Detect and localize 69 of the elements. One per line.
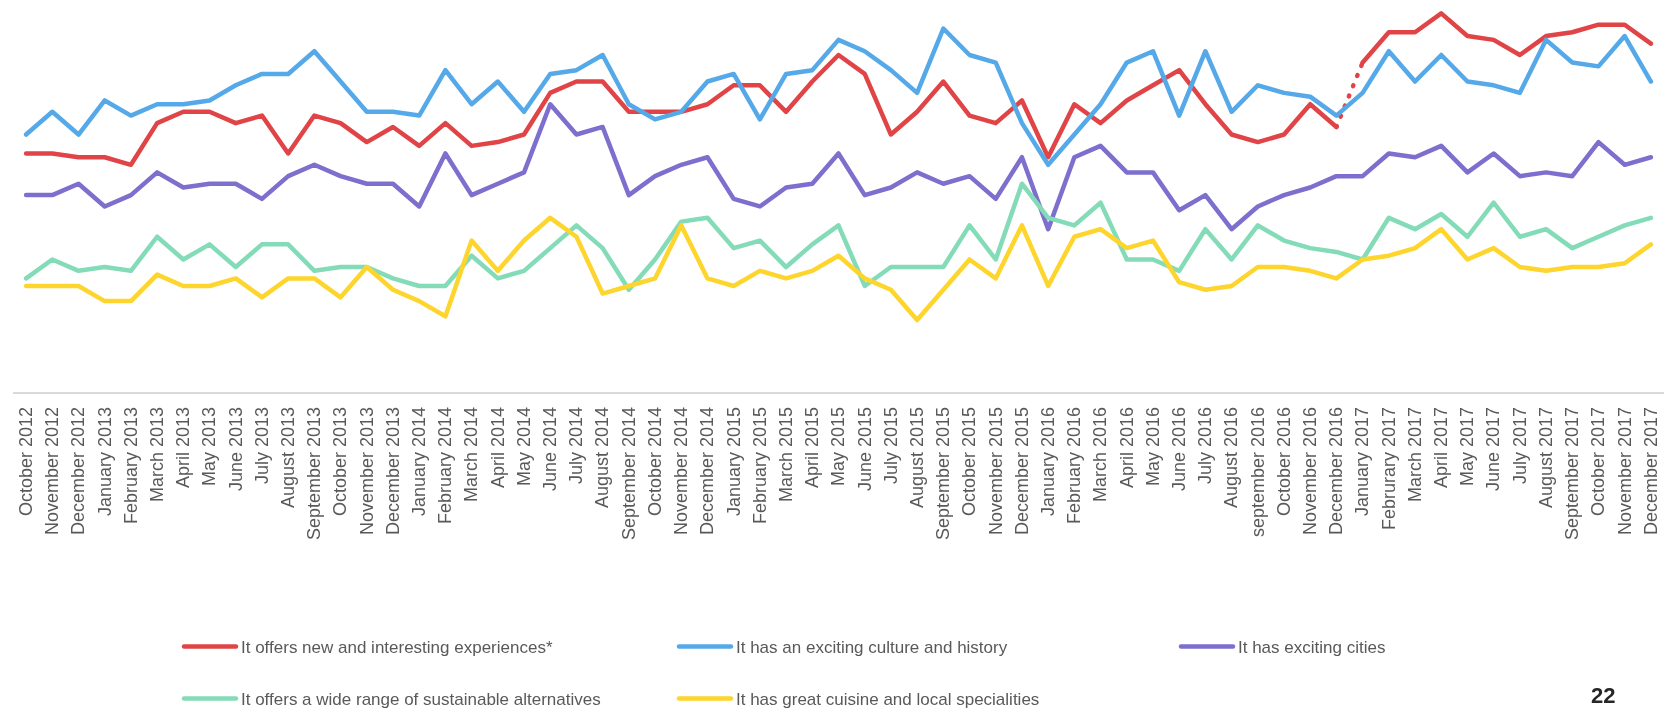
x-tick-label: June 2014 [540,406,561,492]
x-tick-label: May 2014 [513,406,534,487]
x-tick-label: October 2014 [644,406,665,517]
x-tick-label: May 2015 [828,406,849,487]
x-tick-label: september 2016 [1247,406,1268,538]
legend-label: It offers a wide range of sustainable alternatives [241,690,601,710]
x-tick-label: July 2016 [1195,406,1216,485]
x-tick-label: July 2015 [880,406,901,485]
x-tick-label: August 2017 [1535,406,1556,509]
x-tick-label: September 2015 [933,406,954,541]
x-tick-label: November 2012 [42,406,63,536]
x-tick-label: June 2013 [225,406,246,492]
x-tick-label: October 2017 [1588,406,1609,517]
x-tick-label: July 2014 [566,406,587,485]
x-tick-label: February 2016 [1064,406,1085,525]
x-tick-label: April 2017 [1431,406,1452,489]
x-tick-label: June 2016 [1169,406,1190,492]
x-tick-label: August 2013 [278,406,299,509]
x-tick-label: September 2013 [304,406,325,541]
x-tick-label: December 2016 [1326,406,1347,536]
x-tick-label: December 2015 [1011,406,1032,536]
x-tick-label: February 2013 [120,406,141,525]
x-tick-label: October 2015 [959,406,980,517]
x-tick-label: March 2015 [775,406,796,503]
x-tick-label: March 2016 [1090,406,1111,503]
x-tick-label: October 2012 [15,406,36,517]
x-tick-label: July 2013 [251,406,272,485]
x-tick-label: December 2017 [1640,406,1661,536]
x-tick-label: April 2016 [1116,406,1137,489]
x-tick-label: December 2013 [382,406,403,536]
x-tick-label: April 2013 [173,406,194,489]
x-tick-label: March 2017 [1404,406,1425,503]
x-tick-label: January 2016 [1038,406,1058,517]
x-tick-label: April 2015 [802,406,823,489]
x-tick-label: January 2014 [409,406,430,517]
x-tick-label: August 2015 [906,406,927,509]
x-tick-label: October 2013 [330,406,351,517]
legend-label: It has great cuisine and local specialities [736,690,1040,710]
x-tick-label: May 2016 [1142,406,1163,487]
legend-label: It offers new and interesting experiences* [241,638,553,658]
x-tick-label: August 2014 [592,406,613,509]
legend-label: It has an exciting culture and history [736,638,1008,658]
x-tick-label: December 2014 [697,406,718,536]
x-tick-label: March 2013 [146,406,167,503]
x-tick-label: November 2014 [671,406,692,536]
x-tick-label: December 2012 [68,406,89,536]
x-tick-label: January 2015 [723,406,744,517]
x-tick-label: July 2017 [1509,406,1530,485]
x-tick-label: September 2014 [618,406,639,541]
text: 22 [1591,683,1616,708]
x-tick-label: March 2014 [461,406,482,503]
x-tick-label: May 2013 [199,406,220,487]
x-tick-label: November 2013 [356,406,377,536]
x-tick-label: September 2017 [1562,406,1583,541]
x-tick-label: May 2017 [1457,406,1478,487]
x-tick-label: January 2013 [94,406,115,517]
x-tick-label: October 2016 [1273,406,1294,517]
legend-label: It has exciting cities [1238,638,1386,658]
x-tick-label: February 2014 [435,406,456,525]
x-tick-label: June 2015 [854,406,875,492]
x-tick-label: August 2016 [1221,406,1242,509]
x-tick-label: June 2017 [1483,406,1504,492]
x-tick-label: Februrary 2017 [1378,406,1399,531]
x-tick-label: February 2015 [749,406,770,525]
x-tick-label: November 2016 [1300,406,1321,536]
x-tick-label: November 2015 [985,406,1006,536]
x-tick-label: April 2014 [487,406,508,489]
x-tick-label: November 2017 [1614,406,1635,536]
x-tick-label: January 2017 [1352,406,1373,517]
